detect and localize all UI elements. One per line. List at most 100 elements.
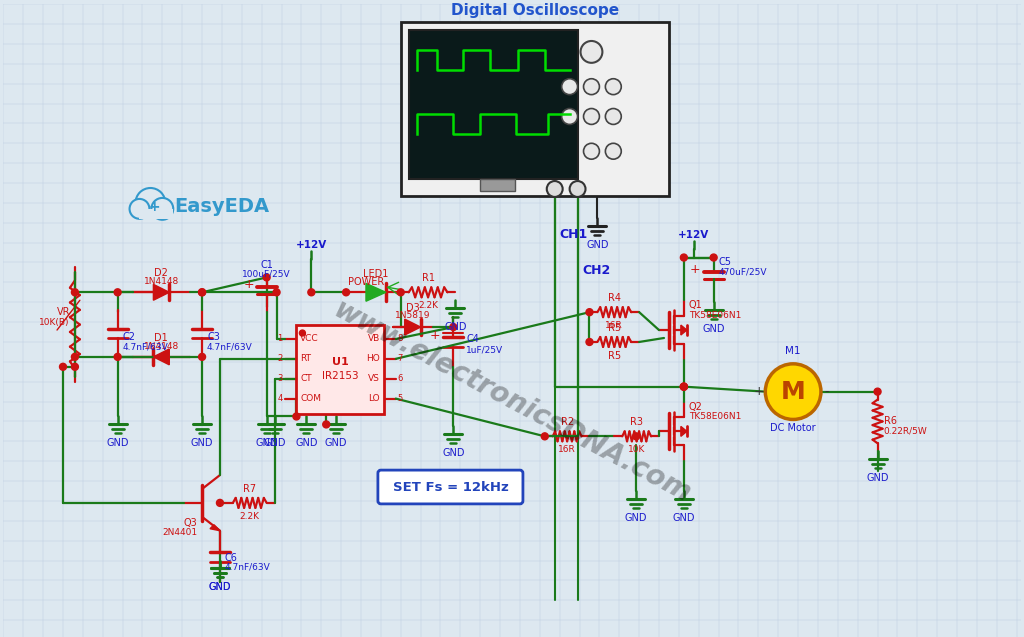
Text: 1: 1: [278, 334, 283, 343]
Circle shape: [263, 274, 270, 281]
Text: Q3: Q3: [183, 518, 197, 528]
Text: 2: 2: [278, 354, 283, 363]
Circle shape: [59, 363, 67, 370]
Text: HO: HO: [367, 354, 380, 363]
Text: R2: R2: [560, 417, 573, 427]
Text: 1N4148: 1N4148: [143, 277, 179, 287]
Text: Q1: Q1: [689, 300, 702, 310]
Text: CH2: CH2: [583, 264, 610, 278]
Text: TK58E06N1: TK58E06N1: [689, 311, 741, 320]
Text: 4.7nF/63V: 4.7nF/63V: [225, 563, 270, 572]
Circle shape: [581, 41, 602, 63]
Circle shape: [605, 143, 622, 159]
Text: TK58E06N1: TK58E06N1: [689, 412, 741, 421]
Circle shape: [586, 338, 593, 345]
Circle shape: [114, 289, 121, 296]
Text: 470uF/25V: 470uF/25V: [719, 268, 767, 277]
Text: LED1: LED1: [364, 269, 388, 280]
Text: 3: 3: [278, 374, 283, 383]
Text: 7: 7: [397, 354, 403, 363]
Text: 8: 8: [397, 334, 403, 343]
FancyBboxPatch shape: [378, 470, 523, 504]
Circle shape: [584, 79, 599, 95]
Text: VR: VR: [56, 307, 70, 317]
Text: RT: RT: [300, 354, 311, 363]
Circle shape: [547, 181, 562, 197]
Circle shape: [114, 354, 121, 361]
Circle shape: [765, 364, 821, 419]
Text: GND: GND: [209, 582, 231, 592]
Circle shape: [199, 289, 206, 296]
Polygon shape: [404, 319, 421, 335]
Text: GND: GND: [673, 513, 695, 523]
Text: IR2153: IR2153: [322, 371, 358, 381]
Text: C4: C4: [466, 334, 479, 344]
Text: 16R: 16R: [605, 321, 624, 330]
Text: C6: C6: [225, 552, 238, 562]
Text: 2.2K: 2.2K: [418, 301, 438, 310]
Circle shape: [397, 289, 404, 296]
Circle shape: [152, 198, 173, 220]
Circle shape: [199, 289, 206, 296]
Text: GND: GND: [209, 582, 231, 592]
Text: 5: 5: [397, 394, 403, 403]
Text: GND: GND: [325, 438, 347, 448]
Text: GND: GND: [442, 448, 465, 458]
Text: 2N4401: 2N4401: [162, 528, 197, 537]
Text: LO: LO: [369, 394, 380, 403]
Text: M: M: [780, 380, 806, 404]
Circle shape: [216, 499, 223, 506]
Circle shape: [569, 181, 586, 197]
Circle shape: [680, 383, 687, 390]
Circle shape: [450, 324, 457, 331]
Text: EasyEDA: EasyEDA: [174, 197, 269, 217]
Text: 100uF/25V: 100uF/25V: [243, 269, 291, 278]
Text: D3: D3: [406, 303, 420, 313]
Polygon shape: [210, 525, 220, 531]
Text: POWER: POWER: [348, 277, 384, 287]
Text: GND: GND: [263, 438, 286, 448]
Text: C3: C3: [207, 332, 220, 342]
Circle shape: [605, 79, 622, 95]
Text: R3: R3: [630, 417, 643, 427]
Circle shape: [562, 79, 578, 95]
Text: 4: 4: [278, 394, 283, 403]
Circle shape: [562, 108, 578, 124]
Text: GND: GND: [866, 473, 889, 483]
Text: GND: GND: [586, 240, 608, 250]
Text: R5: R5: [608, 351, 621, 361]
Text: +: +: [148, 200, 160, 214]
Text: 1N4148: 1N4148: [143, 342, 179, 351]
Text: +: +: [430, 329, 440, 341]
Text: 6: 6: [397, 374, 403, 383]
Circle shape: [72, 289, 79, 296]
Polygon shape: [154, 349, 169, 365]
Text: 10K(B): 10K(B): [40, 318, 70, 327]
Circle shape: [72, 354, 79, 361]
Circle shape: [343, 289, 349, 296]
Bar: [480, 179, 515, 191]
Bar: [296, 325, 384, 415]
Text: GND: GND: [106, 438, 129, 448]
Circle shape: [584, 143, 599, 159]
Circle shape: [299, 330, 305, 336]
Text: R4: R4: [608, 293, 621, 303]
Text: VB: VB: [368, 334, 380, 343]
Text: 10K: 10K: [628, 445, 645, 454]
Polygon shape: [681, 426, 687, 436]
Text: Q2: Q2: [689, 401, 702, 412]
Circle shape: [293, 413, 300, 420]
Polygon shape: [154, 284, 169, 300]
Circle shape: [586, 309, 593, 316]
Circle shape: [130, 199, 150, 218]
Circle shape: [605, 108, 622, 124]
Text: GND: GND: [190, 438, 213, 448]
Text: 1uF/25V: 1uF/25V: [466, 345, 504, 354]
Text: R7: R7: [243, 484, 256, 494]
Text: 4.7nF/63V: 4.7nF/63V: [207, 343, 253, 352]
Circle shape: [633, 433, 640, 440]
Text: +: +: [244, 278, 255, 291]
Text: -: -: [824, 385, 829, 398]
Circle shape: [680, 383, 687, 390]
Text: DC Motor: DC Motor: [770, 424, 816, 433]
